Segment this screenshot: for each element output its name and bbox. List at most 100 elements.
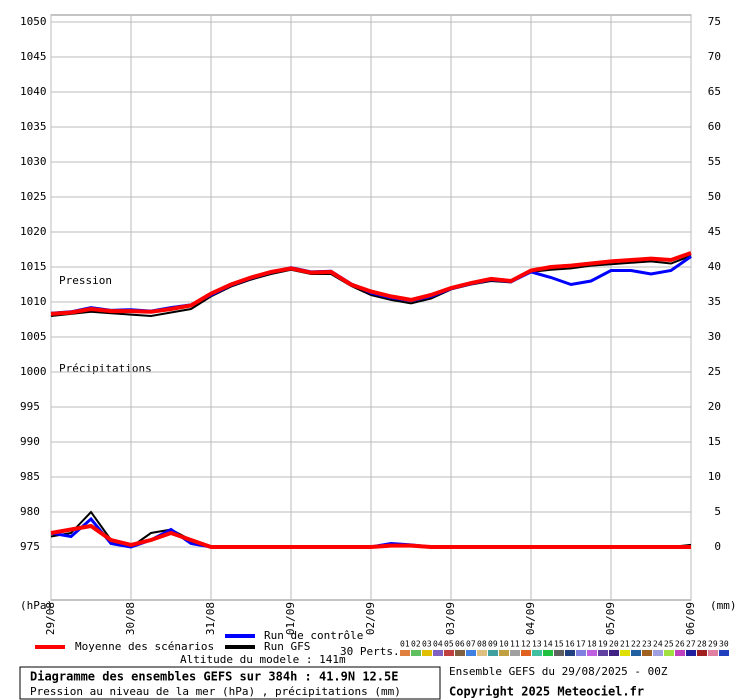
perturbation-label: 15 xyxy=(554,640,564,649)
perturbation-label: 28 xyxy=(697,640,707,649)
y-tick-label: 975 xyxy=(20,540,40,553)
perturbation-label: 21 xyxy=(620,640,630,649)
y-tick-label: 1005 xyxy=(20,330,47,343)
y2-tick-label: 50 xyxy=(708,190,721,203)
perturbation-label: 07 xyxy=(466,640,476,649)
x-tick-label: 03/09 xyxy=(444,602,457,635)
perturbation-label: 16 xyxy=(565,640,575,649)
x-tick-label: 31/08 xyxy=(204,602,217,635)
perturbation-swatch xyxy=(521,650,531,656)
y2-tick-label: 60 xyxy=(708,120,721,133)
perturbation-swatch xyxy=(631,650,641,656)
pressure-line xyxy=(50,254,692,318)
perturbation-swatch xyxy=(598,650,608,656)
perturbation-label: 06 xyxy=(455,640,465,649)
y-tick-label: 995 xyxy=(20,400,40,413)
perturbation-swatch xyxy=(719,650,729,656)
pressure-label: Pression xyxy=(59,274,112,287)
perturbation-swatch xyxy=(499,650,509,656)
perturbation-swatch xyxy=(433,650,443,656)
perturbation-label: 09 xyxy=(488,640,498,649)
perturbation-swatch xyxy=(532,650,542,656)
perturbation-swatch xyxy=(477,650,487,656)
perturbation-swatch xyxy=(686,650,696,656)
y2-tick-label: 25 xyxy=(708,365,721,378)
x-tick-label: 29/08 xyxy=(44,602,57,635)
y-tick-label: 985 xyxy=(20,470,40,483)
y-tick-label: 1040 xyxy=(20,85,47,98)
y-tick-label: 1015 xyxy=(20,260,47,273)
y2-tick-label: 15 xyxy=(708,435,721,448)
perturbation-swatch xyxy=(664,650,674,656)
y-tick-label: 980 xyxy=(20,505,40,518)
y2-tick-label: 5 xyxy=(714,505,721,518)
perturbation-label: 10 xyxy=(499,640,509,649)
perturbation-label: 20 xyxy=(609,640,619,649)
perturbation-label: 24 xyxy=(653,640,663,649)
y-tick-label: 1050 xyxy=(20,15,47,28)
perturbation-label: 30 xyxy=(719,640,729,649)
precipitation-line xyxy=(50,523,691,550)
perturbation-swatch xyxy=(620,650,630,656)
y2-tick-label: 0 xyxy=(714,540,721,553)
chart-subtitle: Pression au niveau de la mer (hPa) , pré… xyxy=(30,685,401,698)
perturbation-label: 14 xyxy=(543,640,553,649)
perturbations-label: 30 Perts. xyxy=(340,645,400,658)
perturbation-label: 17 xyxy=(576,640,586,649)
x-tick-label: 05/09 xyxy=(604,602,617,635)
perturbation-label: 02 xyxy=(411,640,421,649)
x-tick-label: 06/09 xyxy=(684,602,697,635)
title-box xyxy=(19,666,441,700)
perturbation-label: 19 xyxy=(598,640,608,649)
perturbation-swatch xyxy=(488,650,498,656)
y-tick-label: 1030 xyxy=(20,155,47,168)
perturbation-label: 29 xyxy=(708,640,718,649)
y-tick-label: 1025 xyxy=(20,190,47,203)
y2-tick-label: 45 xyxy=(708,225,721,238)
perturbation-swatch xyxy=(587,650,597,656)
perturbation-label: 03 xyxy=(422,640,432,649)
perturbation-label: 25 xyxy=(664,640,674,649)
perturbation-label: 23 xyxy=(642,640,652,649)
y-tick-label: 1035 xyxy=(20,120,47,133)
perturbation-swatch xyxy=(609,650,619,656)
y2-tick-label: 55 xyxy=(708,155,721,168)
y-axis-label: (hPa) xyxy=(20,599,53,612)
perturbation-swatch xyxy=(653,650,663,656)
y2-tick-label: 10 xyxy=(708,470,721,483)
y-tick-label: 1000 xyxy=(20,365,47,378)
perturbation-label: 27 xyxy=(686,640,696,649)
x-tick-label: 02/09 xyxy=(364,602,377,635)
precip-label: Précipitations xyxy=(59,362,152,375)
run-info: Ensemble GEFS du 29/08/2025 - 00Z xyxy=(449,665,668,678)
perturbation-swatch xyxy=(455,650,465,656)
y-tick-label: 1010 xyxy=(20,295,47,308)
chart-title: Diagramme des ensembles GEFS sur 384h : … xyxy=(30,670,398,684)
perturbation-label: 12 xyxy=(521,640,531,649)
perturbation-label: 13 xyxy=(532,640,542,649)
perturbation-swatch xyxy=(675,650,685,656)
perturbation-swatch xyxy=(697,650,707,656)
perturbation-label: 26 xyxy=(675,640,685,649)
y-tick-label: 1020 xyxy=(20,225,47,238)
y2-tick-label: 75 xyxy=(708,15,721,28)
legend-label: Moyenne des scénarios xyxy=(75,640,214,653)
perturbation-swatch xyxy=(411,650,421,656)
perturbation-swatch xyxy=(466,650,476,656)
y2-tick-label: 70 xyxy=(708,50,721,63)
perturbation-swatch xyxy=(565,650,575,656)
x-tick-label: 01/09 xyxy=(284,602,297,635)
y2-tick-label: 65 xyxy=(708,85,721,98)
perturbation-swatch xyxy=(708,650,718,656)
perturbation-swatch xyxy=(554,650,564,656)
perturbation-label: 11 xyxy=(510,640,520,649)
perturbation-swatch xyxy=(543,650,553,656)
perturbation-swatch xyxy=(510,650,520,656)
perturbation-label: 05 xyxy=(444,640,454,649)
y2-axis-label: (mm) xyxy=(710,599,737,612)
copyright: Copyright 2025 Meteociel.fr xyxy=(449,685,644,699)
y-tick-label: 990 xyxy=(20,435,40,448)
y2-tick-label: 20 xyxy=(708,400,721,413)
perturbation-swatch xyxy=(444,650,454,656)
